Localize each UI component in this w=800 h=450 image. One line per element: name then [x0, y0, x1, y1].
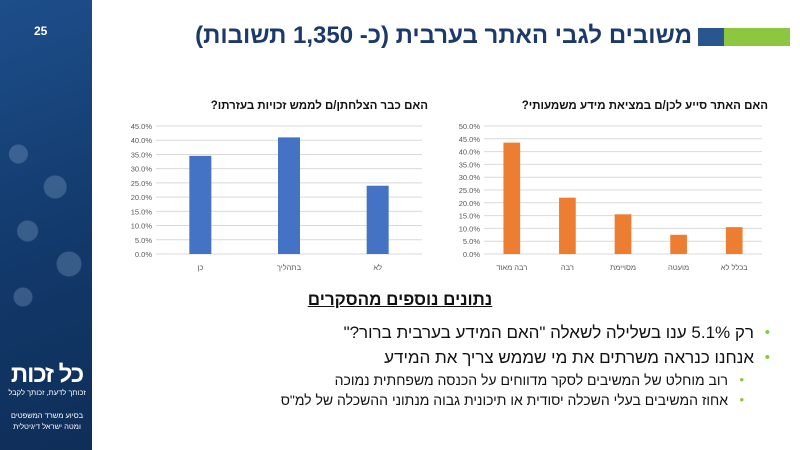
bar-chart-rights-realized: 0.0% 5.0% 10.0% 15.0% 20.0% 25.0% 30.0% 35.0% 40…: [131, 122, 422, 272]
y-tick-label: 40.0%: [459, 148, 481, 157]
x-category-label: כן: [197, 263, 203, 272]
y-tick-label: 25.0%: [459, 186, 481, 195]
x-category-label: רבה: [561, 263, 574, 272]
logo-tagline: זכותך לדעת, זכותך לקבל: [8, 388, 86, 397]
bullet-item: • רק 5.1% ענו בשלילה לשאלה "האם המידע בע…: [110, 320, 770, 345]
x-category-label: בכלל לא: [721, 263, 748, 272]
y-tick-label: 5.0%: [463, 237, 480, 246]
x-category-label: מועטה: [668, 263, 689, 272]
bullet-item: • אנחנו כנראה משרתים את מי שממש צריך את …: [110, 345, 770, 370]
chart-title-site-helpful: האם האתר סייע לכן/ם במציאת מידע משמעותי?: [521, 100, 768, 112]
sponsor-footer: בסיוע משרד המשפטים ומטה ישראל דיגיטלית: [4, 410, 90, 432]
y-tick-label: 20.0%: [131, 193, 153, 202]
y-tick-label: 10.0%: [459, 224, 481, 233]
y-tick-label: 0.0%: [463, 250, 480, 259]
slide-title: משובים לגבי האתר בערבית (כ- 1,350 תשובות…: [195, 22, 692, 49]
y-tick-label: 45.0%: [459, 135, 481, 144]
x-category-label: מסויימת: [610, 263, 636, 272]
y-tick-label: 45.0%: [131, 122, 153, 131]
y-tick-label: 40.0%: [131, 136, 153, 145]
x-category-label: בתהליך: [277, 263, 302, 272]
footer-line-1: בסיוע משרד המשפטים: [10, 411, 84, 420]
logo-main-text: כל זכות: [10, 361, 84, 388]
crowd-background-image: [0, 110, 92, 330]
bar-chart-site-helpful: 0.0% 5.0% 10.0% 15.0% 20.0% 25.0% 30.0% 35.0% 40…: [459, 122, 762, 272]
bullet-list: • רק 5.1% ענו בשלילה לשאלה "האם המידע בע…: [110, 320, 770, 410]
bar: [559, 197, 576, 254]
y-tick-label: 35.0%: [459, 160, 481, 169]
y-tick-label: 25.0%: [131, 179, 153, 188]
bar: [614, 214, 632, 254]
sub-bullet-text: אחוז המשיבים בעלי השכלה יסודית או תיכוני…: [280, 392, 728, 408]
bar: [278, 137, 300, 254]
y-tick-label: 5.0%: [135, 236, 152, 245]
bullet-dot-icon: •: [764, 324, 770, 341]
bar: [366, 185, 389, 254]
y-tick-label: 10.0%: [131, 222, 153, 231]
y-tick-label: 30.0%: [459, 173, 481, 182]
sub-bullet-item: • רוב מוחלט של המשיבים לסקר מדווחים על ה…: [110, 370, 770, 390]
footer-line-2: ומטה ישראל דיגיטלית: [13, 422, 81, 431]
sub-bullet-text: רוב מוחלט של המשיבים לסקר מדווחים על הכנ…: [334, 372, 728, 388]
logo: כל זכות זכותך לדעת, זכותך לקבל: [4, 362, 90, 398]
page-number: 25: [34, 24, 48, 38]
chart-title-rights-realized: האם כבר הצלחתן/ם לממש זכויות בעזרתו?: [210, 100, 428, 112]
sub-bullet-item: • אחוז המשיבים בעלי השכלה יסודית או תיכו…: [110, 390, 770, 410]
y-tick-label: 30.0%: [131, 165, 153, 174]
title-accent-green: [724, 28, 790, 46]
x-category-label: לא: [373, 263, 382, 272]
sidebar: 25 כל זכות זכותך לדעת, זכותך לקבל בסיוע …: [0, 0, 92, 450]
bullet-text: אנחנו כנראה משרתים את מי שממש צריך את המ…: [384, 348, 754, 367]
bullet-text: רק 5.1% ענו בשלילה לשאלה "האם המידע בערב…: [343, 323, 754, 342]
bar: [503, 142, 521, 254]
y-tick-label: 15.0%: [459, 212, 481, 221]
section-subheading: נתונים נוספים מהסקרים: [307, 290, 493, 309]
y-tick-label: 20.0%: [459, 199, 481, 208]
y-tick-label: 15.0%: [131, 207, 153, 216]
bar: [670, 234, 687, 254]
sub-bullet-dot-icon: •: [739, 372, 744, 387]
sub-bullet-dot-icon: •: [739, 392, 744, 407]
y-tick-label: 35.0%: [131, 150, 153, 159]
title-accent-blue: [698, 28, 724, 46]
bar: [189, 155, 212, 254]
x-category-label: רבה מאוד: [496, 263, 527, 272]
y-tick-label: 50.0%: [459, 122, 481, 131]
bullet-dot-icon: •: [764, 349, 770, 366]
y-tick-label: 0.0%: [135, 250, 152, 259]
bar: [725, 227, 743, 254]
